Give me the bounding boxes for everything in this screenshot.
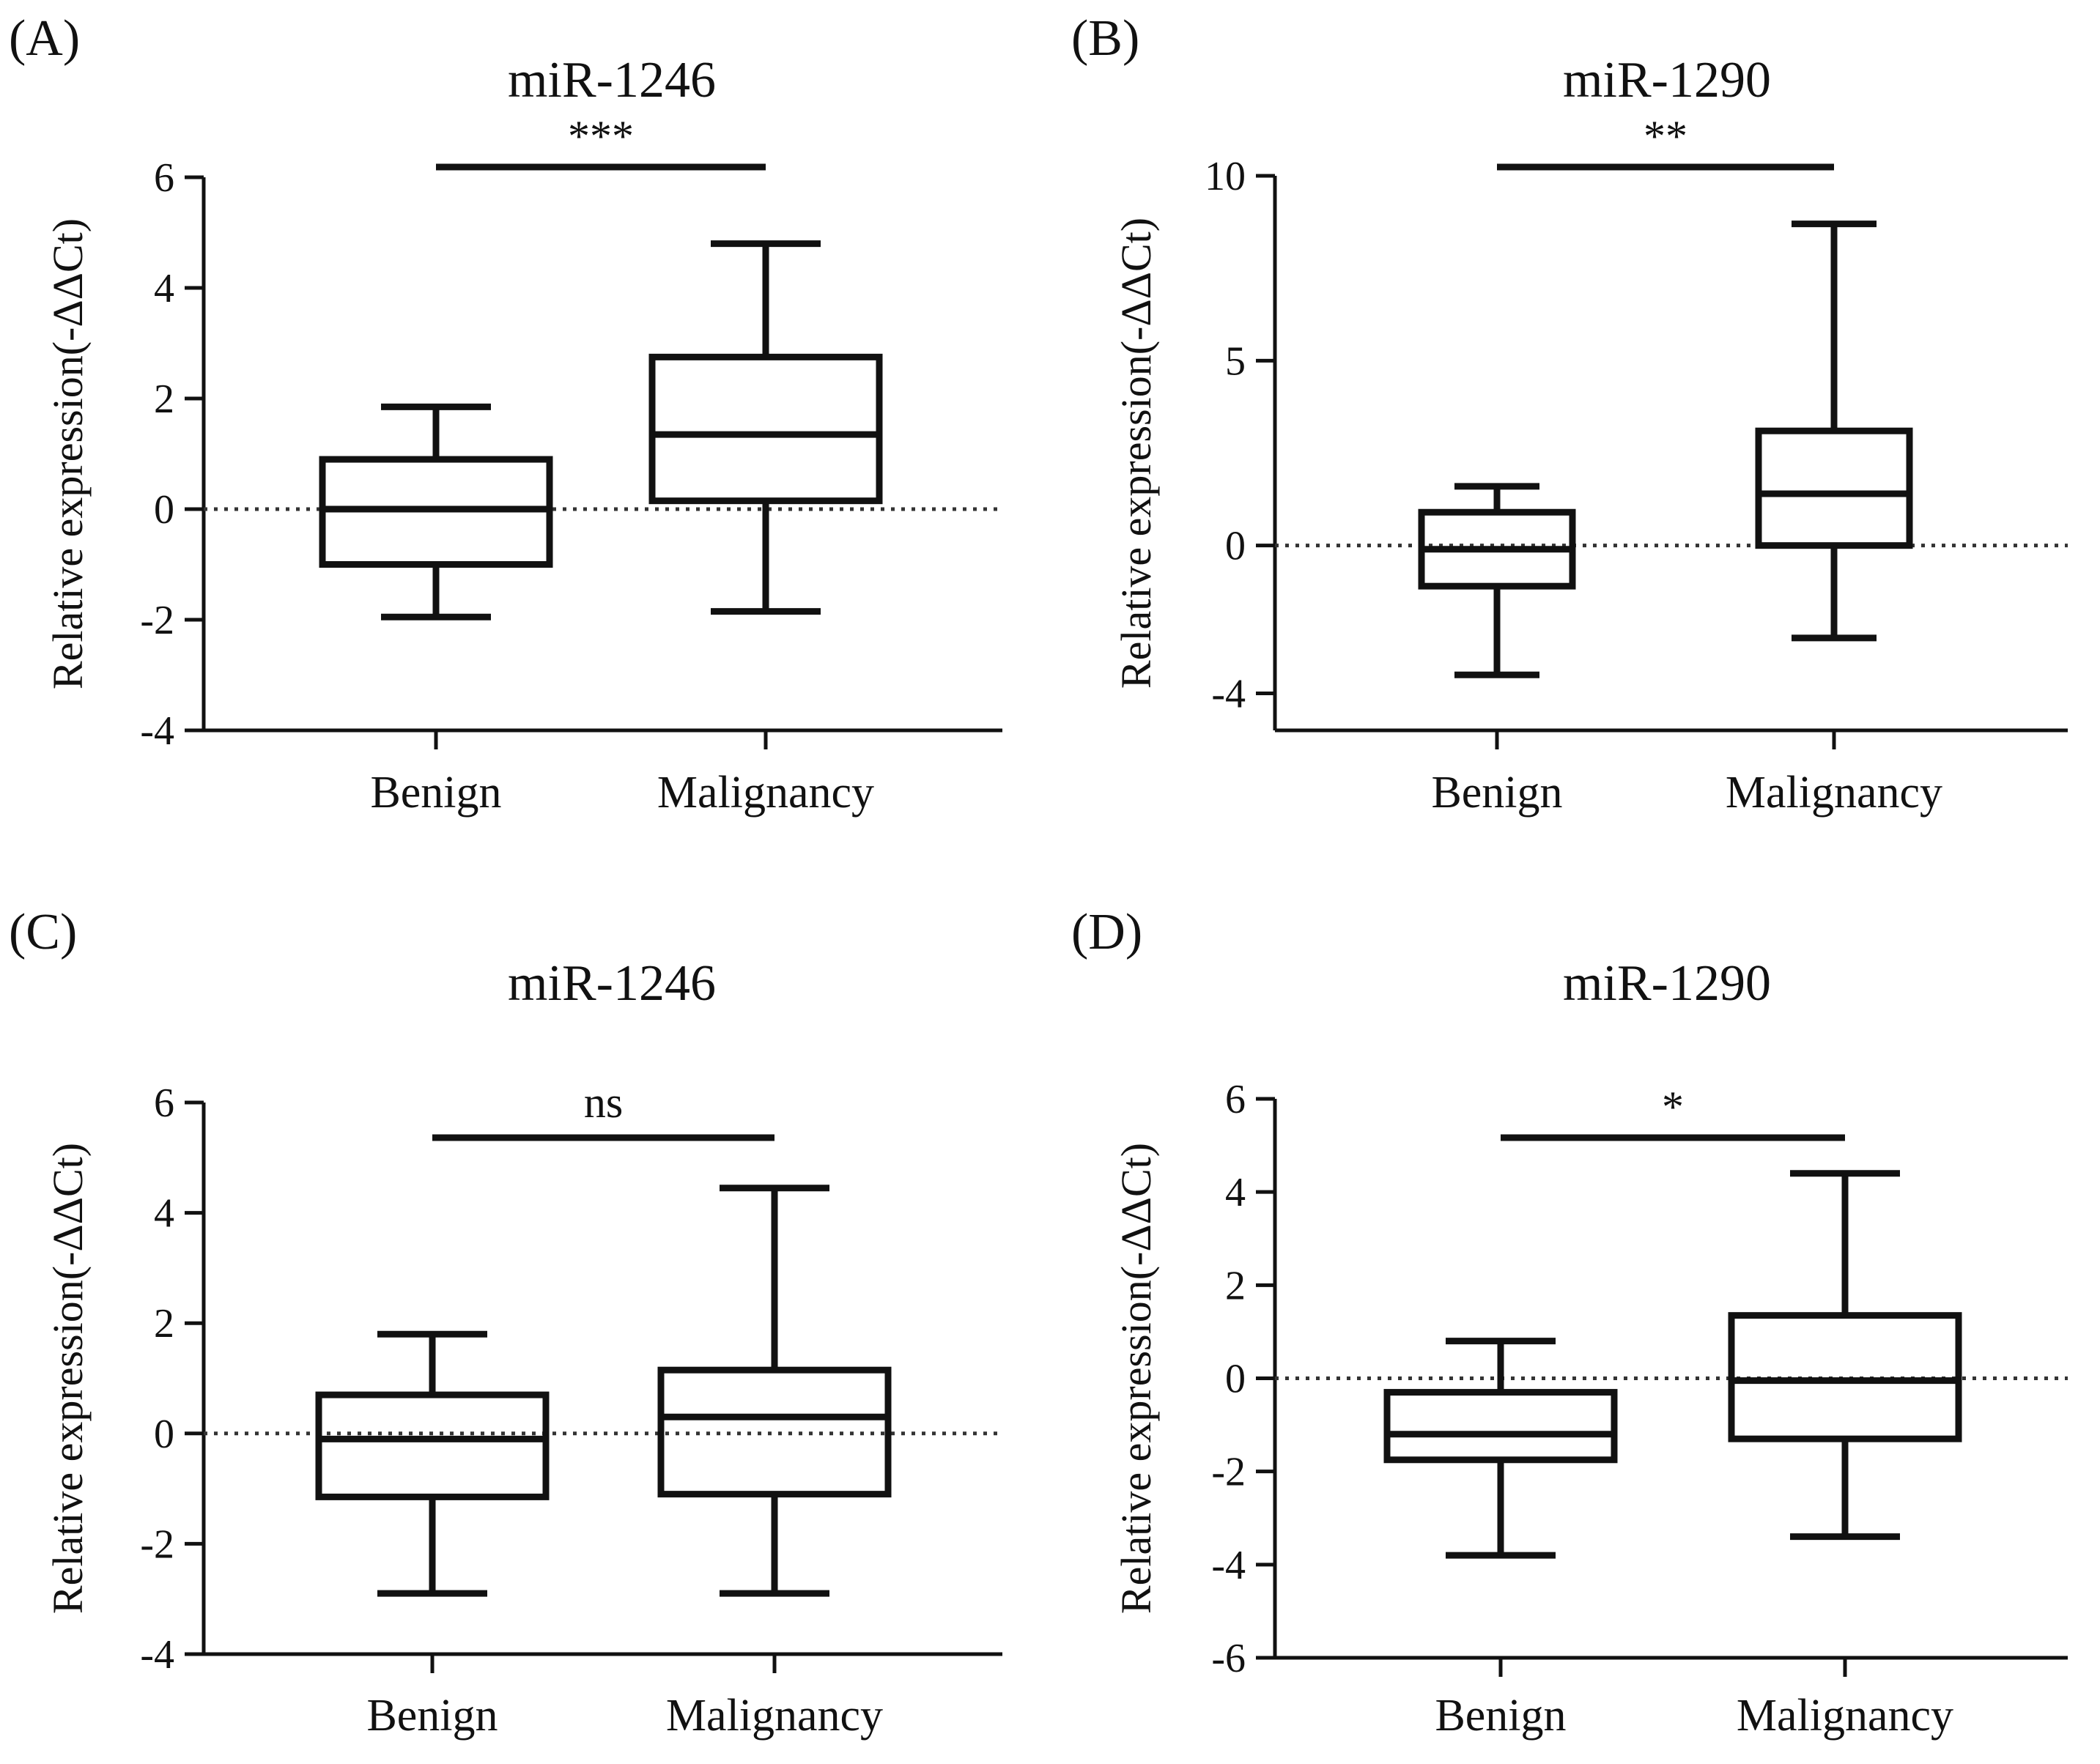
iqr-box bbox=[1728, 1312, 1962, 1442]
x-category-label: Malignancy bbox=[1737, 1691, 1953, 1741]
chart-panel-b: (B) miR-1290 10 5 0 -4 Relative expression(-ΔΔ… bbox=[1071, 10, 2068, 818]
iqr-box bbox=[657, 1366, 892, 1498]
y-tick-label: 2 bbox=[154, 1301, 174, 1346]
box-malignancy bbox=[1755, 220, 1913, 642]
x-category-label: Benign bbox=[1431, 768, 1562, 818]
iqr-box bbox=[648, 353, 883, 505]
panel-label: (B) bbox=[1071, 10, 1139, 67]
box-malignancy bbox=[657, 1185, 892, 1597]
box-malignancy bbox=[1728, 1170, 1962, 1541]
y-tick-label: -4 bbox=[140, 708, 174, 754]
y-tick-label: -2 bbox=[1211, 1450, 1246, 1495]
y-tick-label: -4 bbox=[140, 1632, 174, 1678]
y-axis-title: Relative expression(-ΔΔCt) bbox=[44, 218, 92, 689]
x-category-label: Malignancy bbox=[666, 1691, 883, 1741]
y-tick-label: 0 bbox=[154, 487, 174, 533]
y-axis-title: Relative expression(-ΔΔCt) bbox=[44, 1143, 92, 1614]
x-category-label: Benign bbox=[366, 1691, 498, 1741]
y-axis-title: Relative expression(-ΔΔCt) bbox=[1112, 218, 1160, 689]
box-malignancy bbox=[648, 240, 883, 615]
y-tick-label: 4 bbox=[154, 266, 174, 311]
x-category-label: Malignancy bbox=[657, 768, 874, 818]
significance-label: ns bbox=[584, 1078, 623, 1127]
significance-label: ** bbox=[1644, 112, 1687, 160]
y-tick-label: 2 bbox=[1225, 1263, 1246, 1308]
iqr-box bbox=[1755, 427, 1913, 549]
chart-title: miR-1290 bbox=[1563, 955, 1771, 1012]
significance-label: * bbox=[1662, 1083, 1684, 1131]
iqr-box bbox=[315, 1391, 550, 1500]
y-tick-label: 10 bbox=[1205, 154, 1246, 199]
y-tick-label: 5 bbox=[1225, 338, 1246, 384]
chart-panel-a: (A) miR-1246 6 4 2 0 -2 -4 Relative expression(-… bbox=[9, 10, 1002, 818]
box-benign bbox=[319, 403, 553, 620]
y-tick-label: 6 bbox=[154, 1081, 174, 1126]
panel-label: (C) bbox=[9, 904, 77, 960]
panel-label: (A) bbox=[9, 10, 80, 67]
y-axis-title: Relative expression(-ΔΔCt) bbox=[1112, 1143, 1160, 1614]
significance-label: *** bbox=[568, 112, 634, 160]
y-tick-label: 6 bbox=[154, 155, 174, 201]
x-category-label: Benign bbox=[370, 768, 501, 818]
chart-title: miR-1246 bbox=[508, 52, 716, 108]
box-benign bbox=[315, 1330, 550, 1597]
y-tick-label: 0 bbox=[1225, 1357, 1246, 1402]
iqr-box bbox=[1383, 1389, 1618, 1464]
y-tick-label: -2 bbox=[140, 1522, 174, 1567]
chart-panel-d: (D) miR-1290 6 4 2 0 -2 -4 -6 Relative expression… bbox=[1071, 904, 2068, 1741]
chart-title: miR-1290 bbox=[1563, 52, 1771, 108]
y-tick-label: 0 bbox=[154, 1412, 174, 1457]
box-benign bbox=[1383, 1338, 1618, 1559]
y-tick-label: -4 bbox=[1211, 1543, 1246, 1588]
panel-label: (D) bbox=[1071, 904, 1142, 960]
x-category-label: Malignancy bbox=[1726, 768, 1942, 818]
y-tick-label: -6 bbox=[1211, 1636, 1246, 1681]
y-tick-label: 6 bbox=[1225, 1077, 1246, 1122]
chart-title: miR-1246 bbox=[508, 955, 716, 1012]
y-tick-label: 4 bbox=[154, 1191, 174, 1237]
x-category-label: Benign bbox=[1435, 1691, 1566, 1741]
box-benign bbox=[1418, 483, 1576, 678]
y-tick-label: -2 bbox=[140, 598, 174, 643]
y-tick-label: 2 bbox=[154, 377, 174, 422]
chart-panel-c: (C) miR-1246 6 4 2 0 -2 -4 Relative expression(-… bbox=[9, 904, 1002, 1741]
y-tick-label: 4 bbox=[1225, 1170, 1246, 1215]
y-tick-label: -4 bbox=[1211, 672, 1246, 717]
y-tick-label: 0 bbox=[1225, 524, 1246, 569]
